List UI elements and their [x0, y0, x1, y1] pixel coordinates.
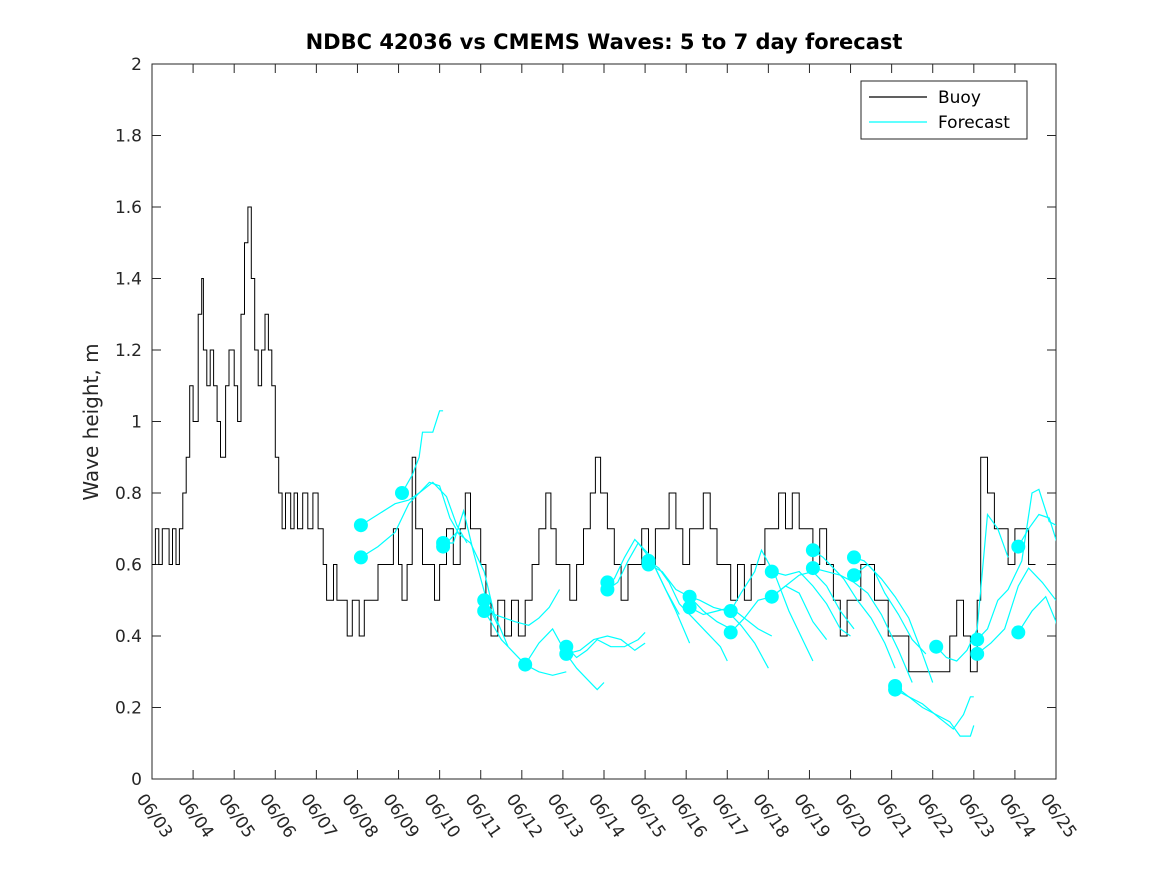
y-tick-label: 1.2	[115, 341, 142, 361]
y-tick-label: 0.2	[115, 699, 142, 719]
x-tick-label: 06/07	[296, 790, 340, 842]
forecast-start-point	[353, 518, 368, 533]
x-tick-label: 06/25	[1036, 790, 1080, 842]
forecast-series-line	[524, 627, 605, 691]
forecast-start-point	[1011, 539, 1026, 554]
forecast-start-point	[805, 561, 820, 576]
x-tick-label: 06/10	[420, 790, 464, 842]
x-tick-label: 06/13	[543, 790, 587, 842]
forecast-series-line	[894, 685, 975, 737]
forecast-start-point	[764, 589, 779, 604]
forecast-start-point	[847, 550, 861, 565]
forecast-start-point	[559, 646, 574, 661]
forecast-start-point	[970, 646, 985, 661]
y-tick-label: 1	[131, 413, 142, 433]
forecast-series-line	[483, 589, 561, 626]
x-tick-label: 06/20	[830, 790, 874, 842]
forecast-start-point	[641, 557, 656, 572]
forecast-start-point	[600, 582, 615, 597]
forecast-series-line	[566, 635, 646, 655]
forecast-start-point	[477, 604, 492, 618]
y-tick-label: 0.8	[115, 484, 142, 504]
x-tick-label: 06/23	[954, 790, 998, 842]
forecast-series-line	[812, 549, 896, 669]
forecast-start-point	[1011, 625, 1026, 640]
forecast-series-line	[360, 481, 468, 544]
chart-title: NDBC 42036 vs CMEMS Waves: 5 to 7 day fo…	[305, 30, 903, 54]
x-tick-label: 06/17	[707, 790, 751, 842]
forecast-start-point	[723, 625, 738, 640]
forecast-start-point	[970, 632, 985, 647]
legend-label: Buoy	[938, 88, 981, 108]
forecast-start-point	[395, 486, 409, 500]
forecast-start-point	[929, 639, 944, 654]
forecast-series-line	[976, 488, 1056, 641]
forecast-series-line	[442, 531, 509, 647]
y-tick-label: 1.4	[115, 270, 142, 290]
forecast-series-line	[894, 689, 974, 730]
forecast-series-line	[853, 556, 927, 655]
y-tick-label: 0	[131, 770, 142, 790]
y-tick-label: 2	[131, 55, 142, 75]
forecast-series-line	[360, 481, 461, 558]
forecast-start-point	[682, 600, 697, 615]
forecast-start-point	[764, 564, 779, 579]
y-tick-label: 0.6	[115, 556, 142, 576]
legend-box	[860, 80, 1028, 140]
forecast-start-point	[723, 604, 738, 618]
x-tick-label: 06/22	[913, 790, 957, 842]
forecast-start-point	[477, 593, 492, 608]
x-tick-label: 06/08	[337, 790, 381, 842]
forecast-start-point	[682, 589, 697, 604]
forecast-start-point	[805, 543, 820, 558]
forecast-start-point	[847, 568, 861, 583]
forecast-series-line	[812, 567, 913, 683]
forecast-series-line	[1017, 513, 1056, 547]
x-tick-label: 06/18	[748, 790, 792, 842]
x-tick-label: 06/16	[666, 790, 710, 842]
x-tick-label: 06/15	[625, 790, 669, 842]
y-tick-label: 1.8	[115, 127, 142, 147]
y-tick-label: 1.6	[115, 198, 142, 218]
forecast-series-line	[730, 548, 814, 662]
y-tick-label: 0.4	[115, 627, 142, 647]
x-tick-label: 06/09	[378, 790, 422, 842]
x-tick-label: 06/05	[214, 790, 258, 842]
x-tick-label: 06/19	[789, 790, 833, 842]
x-tick-label: 06/06	[255, 790, 299, 842]
forecast-series-line	[771, 570, 855, 630]
x-tick-label: 06/04	[173, 790, 217, 842]
x-tick-label: 06/14	[584, 790, 628, 842]
forecast-start-point	[888, 682, 903, 697]
x-tick-label: 06/24	[995, 790, 1039, 842]
x-tick-label: 06/03	[132, 790, 176, 842]
forecast-series-line	[1017, 595, 1056, 633]
forecast-start-point	[436, 539, 451, 554]
forecast-series-line	[607, 541, 680, 615]
forecast-series-line	[976, 567, 1056, 655]
forecast-series-line	[853, 563, 934, 683]
forecast-series-line	[483, 610, 567, 676]
legend-label: Forecast	[938, 113, 1010, 133]
forecast-start-point	[353, 550, 368, 565]
forecast-series-line	[771, 570, 851, 637]
x-tick-label: 06/11	[461, 790, 505, 842]
forecast-series-line	[565, 631, 646, 659]
x-tick-label: 06/21	[872, 790, 916, 842]
buoy-series-line	[152, 206, 1036, 673]
forecast-start-point	[518, 657, 533, 672]
forecast-series-line	[401, 410, 444, 494]
x-tick-label: 06/12	[502, 790, 546, 842]
